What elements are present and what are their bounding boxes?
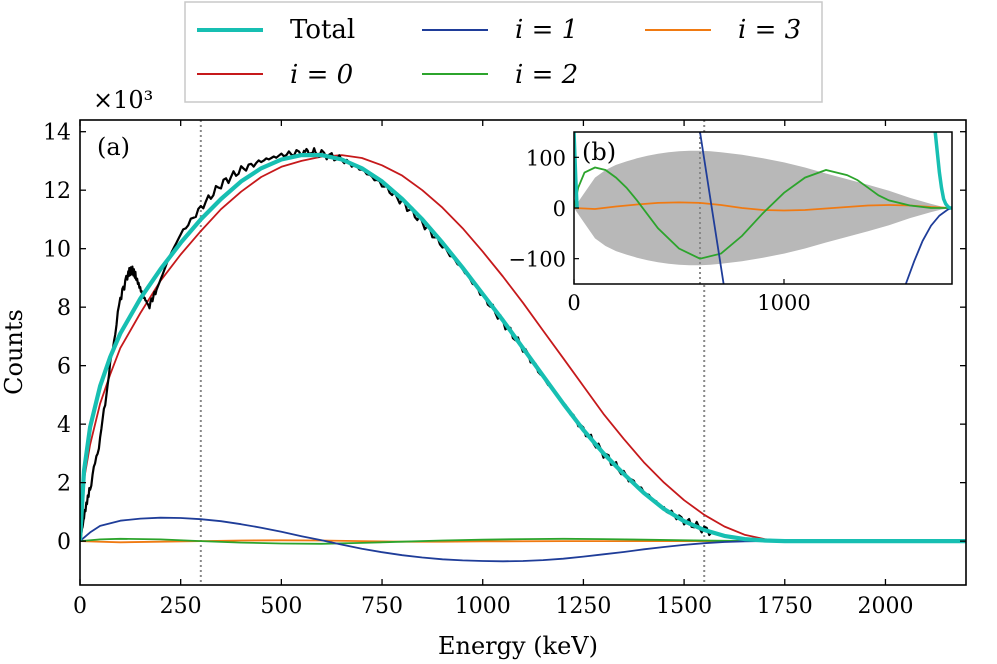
x-tick-label-1000: 1000 [455,594,511,619]
legend-label-i1: i = 1 [515,15,578,45]
legend-entry-i2: i = 2 [422,60,578,90]
y-tick-label-12: 12 [43,179,71,204]
legend-entry-i0: i = 0 [197,60,353,90]
main-ticks: 0 250 500 750 1000 1250 1500 1750 20000246810121… [43,120,966,619]
y-tick-label-0: 0 [57,530,71,555]
legend-entry-total: Total [197,15,355,45]
y-axis-label: Counts [0,309,28,395]
y-scale-label: ×10³ [93,86,153,114]
inset-y-tick-label-100: 100 [526,146,566,170]
legend-label-i0: i = 0 [290,60,353,90]
band-uncertainty [574,150,952,266]
series-i-1 [80,516,966,563]
main-axes-frame [79,119,967,586]
legend-label-i3: i = 3 [738,15,801,45]
x-tick-label-750: 750 [361,594,403,619]
x-tick-label-2000: 2000 [857,594,913,619]
y-tick-label-10: 10 [43,238,71,263]
x-tick-label-250: 250 [160,594,202,619]
legend: Total i = 0 i = 1 i = 2 i = 3 [184,1,823,103]
legend-label-i2: i = 2 [515,60,578,90]
inset-series-total-right [933,132,952,210]
x-axis-label: Energy (keV) [438,632,598,660]
legend-frame [184,1,823,103]
x-tick-label-1750: 1750 [757,594,813,619]
legend-label-total: Total [290,15,355,45]
inset-series-i-2 [574,166,952,260]
inset-y-tick-label--100: −100 [508,248,566,272]
inset-uncertainty-band [574,150,952,266]
panel-label-a: (a) [97,133,130,161]
y-tick-label-8: 8 [57,296,71,321]
legend-entry-i3: i = 3 [645,15,801,45]
y-tick-label-6: 6 [57,355,71,380]
y-tick-label-2: 2 [57,472,71,497]
inset-x-tick-label-1000: 1000 [757,291,810,315]
inset-x-tick-label-0: 0 [567,291,580,315]
inset-series-i-1-right [904,207,952,284]
x-tick-label-500: 500 [260,594,302,619]
y-tick-label-14: 14 [43,121,71,146]
main-plot: 0 250 500 750 1000 1250 1500 1750 20000246810121… [0,86,967,660]
series-total [80,153,966,544]
x-tick-label-0: 0 [73,594,87,619]
inset-y-tick-label-0: 0 [553,197,566,221]
y-tick-label-4: 4 [57,413,71,438]
inset-series-i-1-left [699,132,725,284]
x-tick-label-1500: 1500 [656,594,712,619]
main-series-group [80,147,966,563]
panel-label-b: (b) [582,138,616,166]
x-tick-label-1250: 1250 [555,594,611,619]
legend-entry-i1: i = 1 [422,15,578,45]
inset-series-group [574,132,952,284]
inset-series-i-3 [574,201,952,212]
